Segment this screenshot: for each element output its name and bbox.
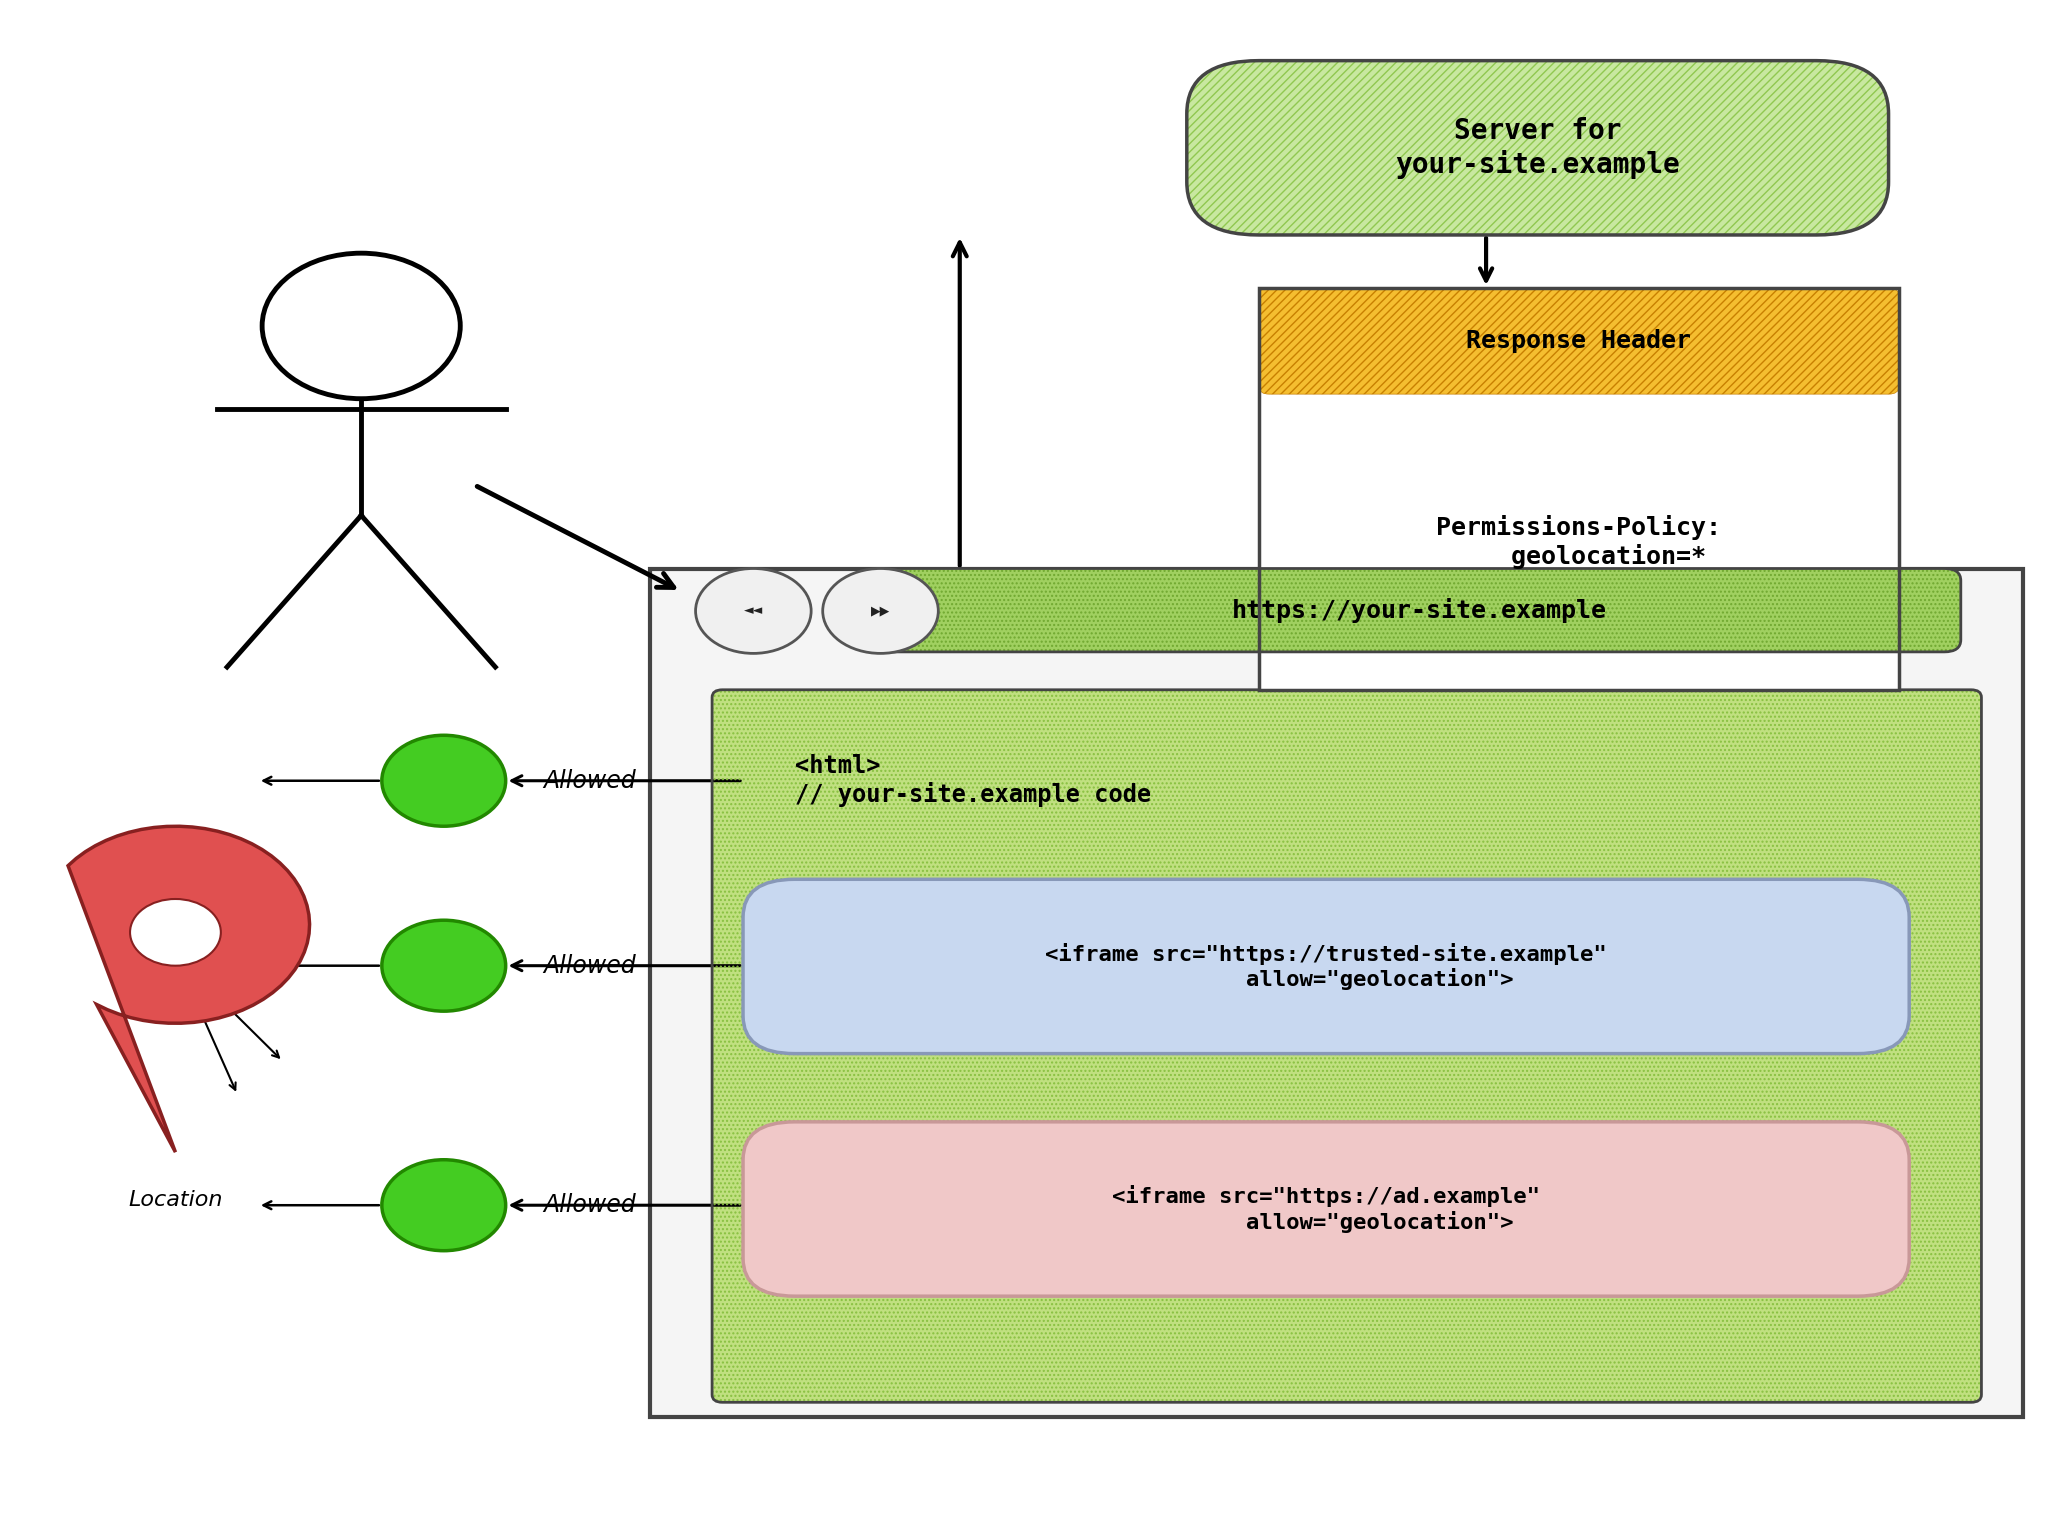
Text: ▶▶: ▶▶ [871, 605, 890, 617]
Circle shape [382, 735, 506, 826]
FancyBboxPatch shape [1187, 61, 1889, 235]
Text: Response Header: Response Header [1465, 329, 1692, 353]
Bar [650, 568, 2023, 1417]
Polygon shape [68, 826, 310, 1152]
FancyBboxPatch shape [1259, 288, 1899, 394]
Text: <html>
// your-site.example code: <html> // your-site.example code [795, 755, 1152, 807]
Text: ◄◄: ◄◄ [743, 605, 764, 617]
Text: Allowed: Allowed [543, 769, 636, 793]
Text: <iframe src="https://trusted-site.example"
        allow="geolocation">: <iframe src="https://trusted-site.exampl… [1044, 943, 1608, 990]
Text: <iframe src="https://ad.example"
        allow="geolocation">: <iframe src="https://ad.example" allow="… [1112, 1186, 1540, 1233]
Circle shape [130, 899, 221, 966]
FancyBboxPatch shape [712, 690, 1981, 1402]
Text: Location: Location [128, 1190, 223, 1210]
Text: Server for
your-site.example: Server for your-site.example [1395, 117, 1680, 179]
FancyBboxPatch shape [877, 568, 1961, 652]
Text: Allowed: Allowed [543, 1193, 636, 1217]
Circle shape [696, 568, 811, 653]
FancyBboxPatch shape [743, 1122, 1909, 1296]
Text: Allowed: Allowed [543, 954, 636, 978]
Bar [1259, 394, 1899, 690]
Text: Permissions-Policy:
    geolocation=*: Permissions-Policy: geolocation=* [1437, 515, 1721, 568]
Circle shape [382, 920, 506, 1011]
Circle shape [382, 1160, 506, 1251]
FancyBboxPatch shape [743, 879, 1909, 1054]
Text: https://your-site.example: https://your-site.example [1232, 597, 1606, 623]
Circle shape [824, 568, 939, 653]
Bar [1259, 288, 1899, 690]
